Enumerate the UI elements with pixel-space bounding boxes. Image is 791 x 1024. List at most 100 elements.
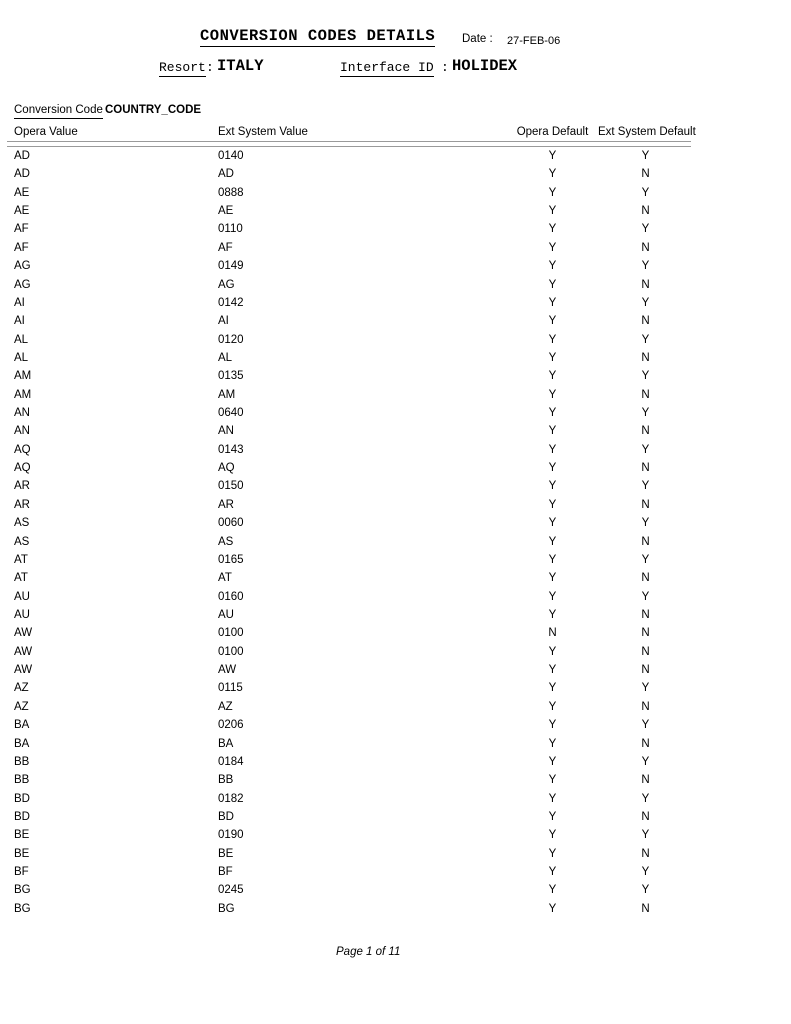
cell-ext-system-value: AU <box>218 608 234 621</box>
cell-ext-system-default: N <box>641 774 650 787</box>
cell-opera-value: AM <box>14 370 32 383</box>
table-row: AF AF Y N <box>0 239 791 257</box>
cell-opera-value: AF <box>14 223 29 236</box>
cell-opera-value: AN <box>14 425 30 438</box>
cell-ext-system-default: N <box>641 608 650 621</box>
cell-ext-system-default: N <box>641 425 650 438</box>
table-row: AR AR Y N <box>0 496 791 514</box>
cell-ext-system-default: Y <box>641 553 650 566</box>
cell-ext-system-value: 0143 <box>218 443 244 456</box>
table-row: AL AL Y N <box>0 349 791 367</box>
cell-opera-default: Y <box>548 425 557 438</box>
cell-opera-value: AS <box>14 535 30 548</box>
table-row: BD BD Y N <box>0 808 791 826</box>
cell-opera-default: Y <box>548 737 557 750</box>
table-row: AG AG Y N <box>0 276 791 294</box>
cell-opera-default: Y <box>548 168 557 181</box>
cell-opera-value: AD <box>14 150 30 162</box>
cell-ext-system-default: N <box>641 810 650 823</box>
table-row: BA BA Y N <box>0 735 791 753</box>
cell-opera-default: Y <box>548 884 557 897</box>
table-row: AE AE Y N <box>0 202 791 220</box>
cell-ext-system-default: Y <box>641 719 650 732</box>
cell-opera-value: AD <box>14 168 30 181</box>
column-header-ext-system-value: Ext System Value <box>218 126 308 138</box>
conversion-code-label: Conversion Code <box>14 104 103 119</box>
table-row: BB 0184 Y Y <box>0 753 791 771</box>
cell-opera-value: AZ <box>14 682 29 695</box>
table-row: AM 0135 Y Y <box>0 367 791 385</box>
cell-ext-system-value: 0160 <box>218 590 244 603</box>
cell-ext-system-default: Y <box>641 517 650 530</box>
table-row: AE 0888 Y Y <box>0 184 791 202</box>
cell-opera-value: AQ <box>14 443 31 456</box>
cell-opera-value: AN <box>14 407 30 420</box>
cell-opera-value: AT <box>14 553 28 566</box>
cell-ext-system-default: N <box>641 205 650 218</box>
table-row: AT AT Y N <box>0 569 791 587</box>
cell-ext-system-default: N <box>641 535 650 548</box>
cell-ext-system-value: BB <box>218 774 234 787</box>
cell-ext-system-default: N <box>641 498 650 511</box>
cell-ext-system-default: Y <box>641 792 650 805</box>
cell-opera-default: Y <box>548 388 557 401</box>
cell-ext-system-default: N <box>641 572 650 585</box>
cell-ext-system-default: Y <box>641 866 650 879</box>
cell-ext-system-value: AI <box>218 315 229 328</box>
cell-ext-system-value: 0206 <box>218 719 244 732</box>
resort-separator: : <box>206 60 214 75</box>
cell-ext-system-value: 0149 <box>218 260 244 273</box>
cell-opera-value: AT <box>14 572 28 585</box>
table-row: AQ AQ Y N <box>0 459 791 477</box>
cell-ext-system-default: N <box>641 278 650 291</box>
cell-ext-system-default: Y <box>641 186 650 199</box>
cell-opera-value: AW <box>14 645 33 658</box>
interface-id-separator: : <box>441 60 449 75</box>
cell-opera-default: Y <box>548 774 557 787</box>
cell-opera-value: BB <box>14 755 30 768</box>
cell-ext-system-value: 0182 <box>218 792 244 805</box>
cell-ext-system-value: 0165 <box>218 553 244 566</box>
table-row: AS AS Y N <box>0 533 791 551</box>
cell-ext-system-default: N <box>641 847 650 860</box>
cell-opera-default: Y <box>548 829 557 842</box>
cell-ext-system-value: BF <box>218 866 233 879</box>
cell-ext-system-default: Y <box>641 682 650 695</box>
cell-ext-system-value: AE <box>218 205 234 218</box>
cell-opera-default: Y <box>548 700 557 713</box>
table-row: BD 0182 Y Y <box>0 790 791 808</box>
cell-ext-system-default: N <box>641 241 650 254</box>
cell-opera-default: Y <box>548 517 557 530</box>
table-row: AI 0142 Y Y <box>0 294 791 312</box>
cell-opera-value: BG <box>14 884 31 897</box>
cell-opera-default: Y <box>548 682 557 695</box>
table-row: AG 0149 Y Y <box>0 257 791 275</box>
cell-ext-system-value: AW <box>218 664 237 677</box>
cell-opera-default: Y <box>548 810 557 823</box>
cell-opera-value: AR <box>14 480 30 493</box>
cell-ext-system-value: 0120 <box>218 333 244 346</box>
cell-ext-system-value: AR <box>218 498 234 511</box>
cell-ext-system-value: BG <box>218 902 235 915</box>
cell-ext-system-default: N <box>641 168 650 181</box>
cell-ext-system-default: Y <box>641 223 650 236</box>
cell-ext-system-value: 0142 <box>218 296 244 309</box>
cell-opera-value: AI <box>14 315 25 328</box>
cell-opera-default: Y <box>548 645 557 658</box>
cell-ext-system-default: N <box>641 902 650 915</box>
table-row: AI AI Y N <box>0 312 791 330</box>
cell-opera-value: BD <box>14 810 30 823</box>
table-row: AD AD Y N <box>0 165 791 183</box>
cell-ext-system-value: AS <box>218 535 234 548</box>
cell-opera-value: AL <box>14 351 29 364</box>
table-row: AZ 0115 Y Y <box>0 679 791 697</box>
cell-ext-system-default: N <box>641 700 650 713</box>
header-rule-top <box>7 141 691 142</box>
cell-ext-system-value: 0100 <box>218 627 244 640</box>
cell-ext-system-value: 0640 <box>218 407 244 420</box>
table-row: AD 0140 Y Y <box>0 147 791 165</box>
table-row: AS 0060 Y Y <box>0 514 791 532</box>
cell-ext-system-value: AF <box>218 241 233 254</box>
table-row: AL 0120 Y Y <box>0 331 791 349</box>
header-rule-bottom <box>7 146 691 147</box>
